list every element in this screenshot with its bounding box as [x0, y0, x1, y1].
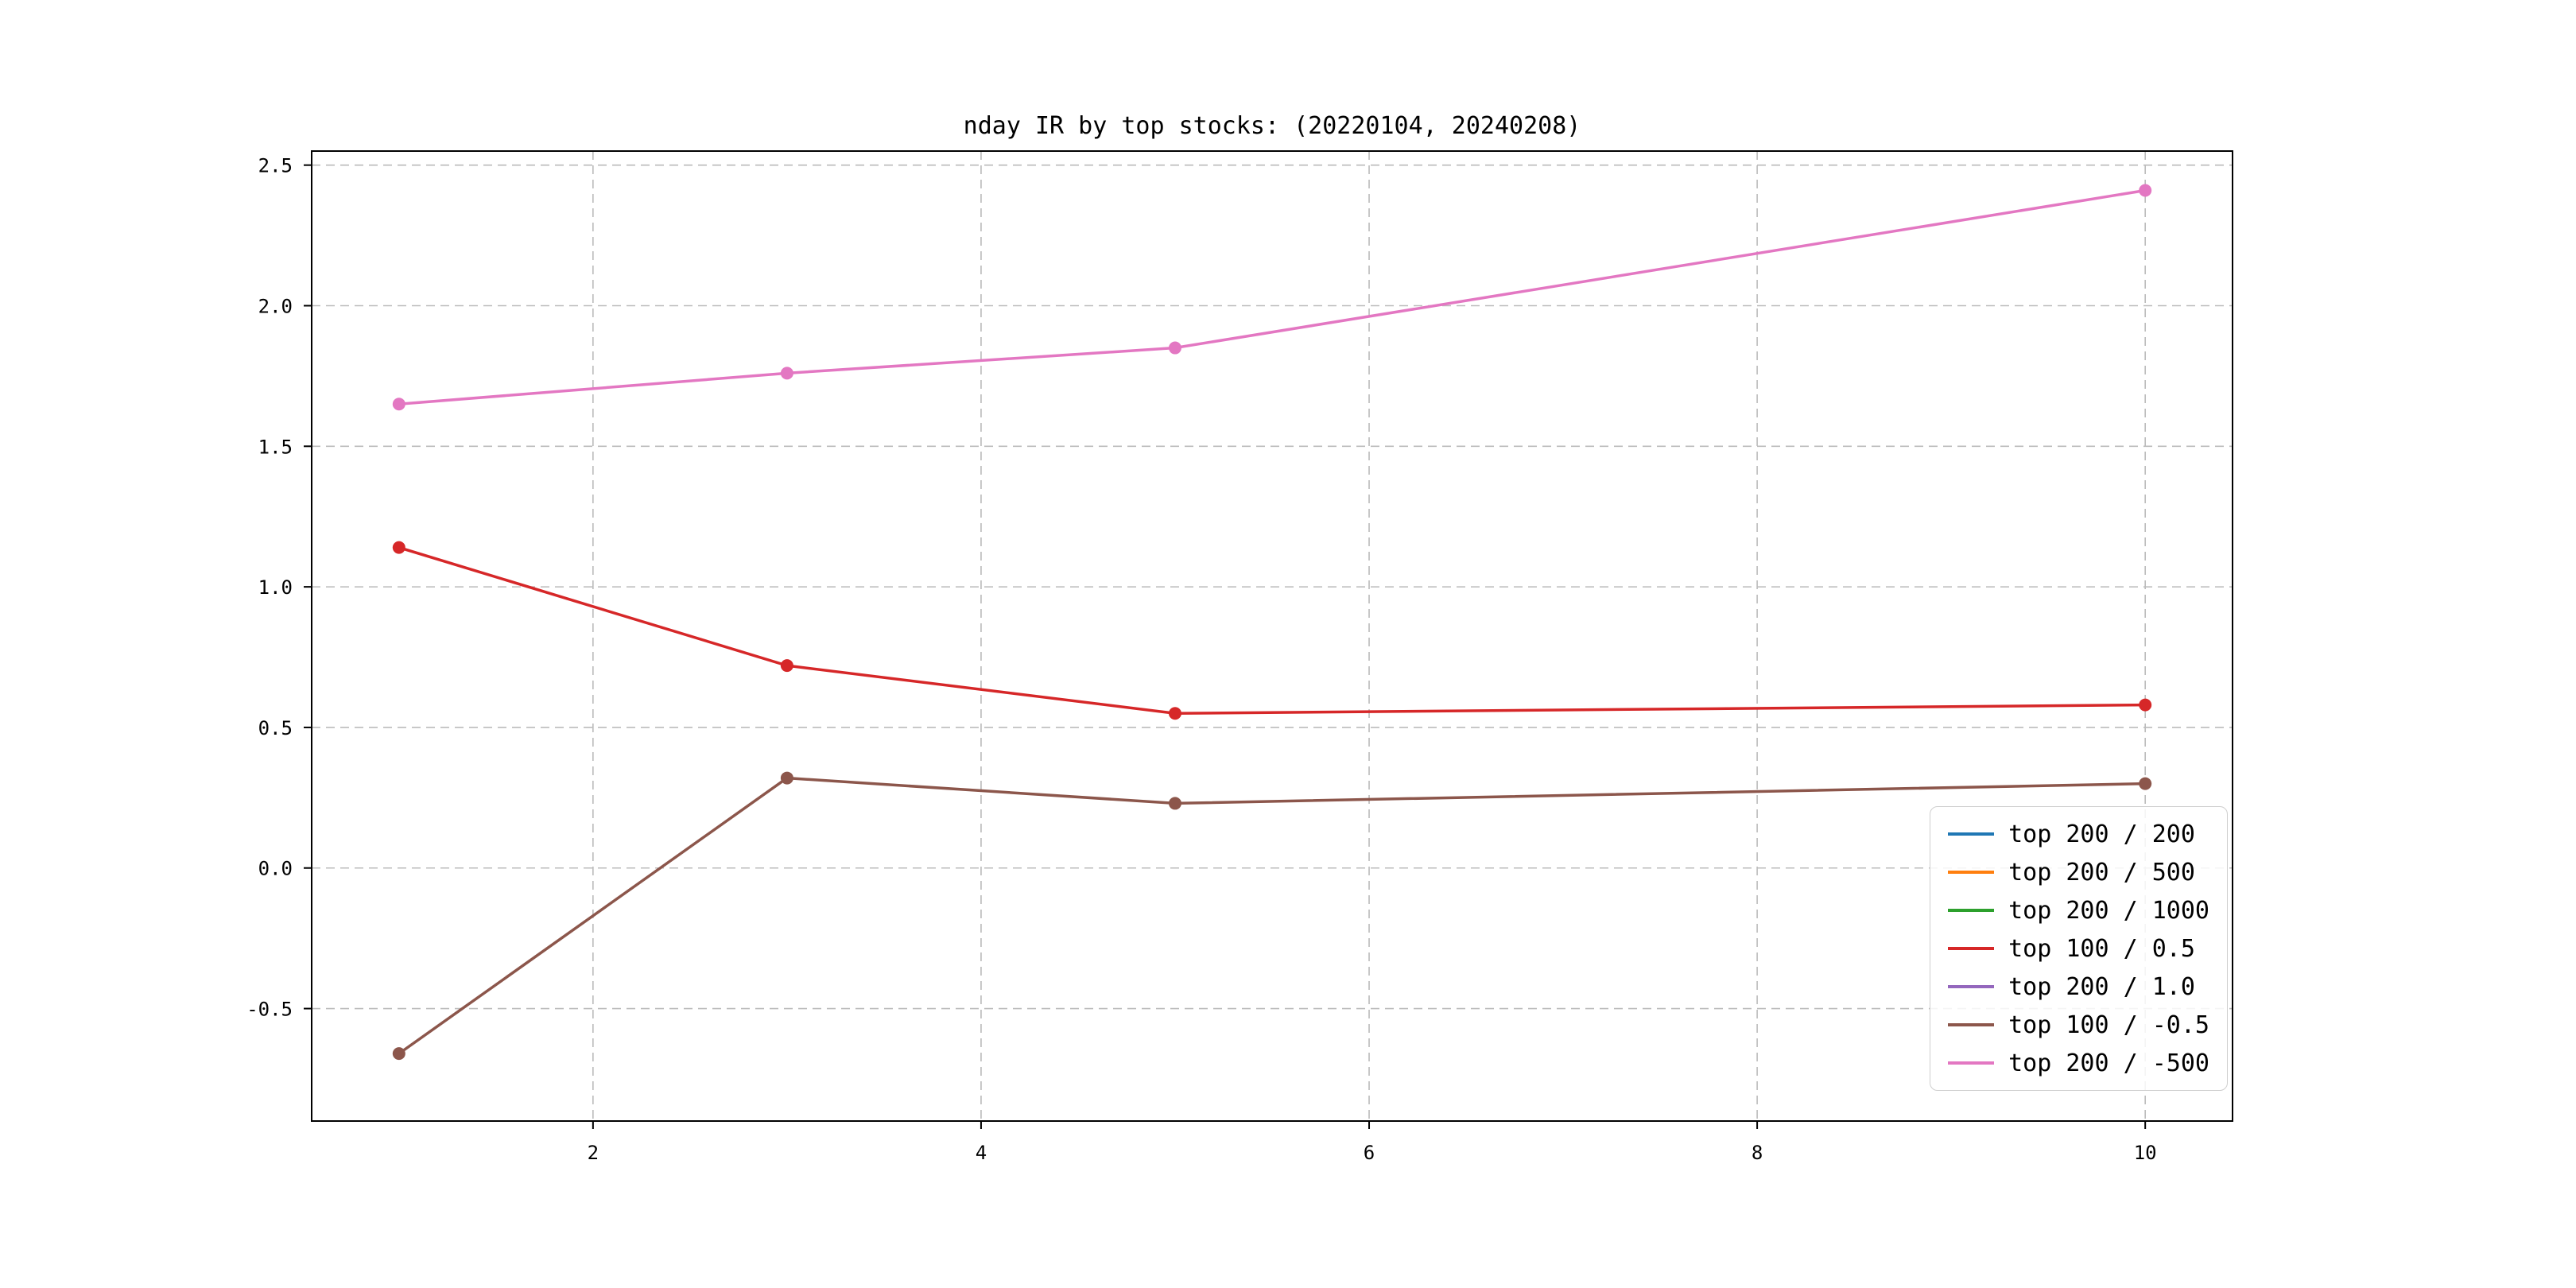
series-line — [398, 188, 2146, 406]
chart-title: nday IR by top stocks: (20220104, 202402… — [964, 112, 1581, 140]
legend-label: top 200 / 1000 — [2008, 896, 2209, 925]
legend-label: top 200 / 500 — [2008, 858, 2195, 886]
legend-item: top 100 / -0.5 — [1948, 1007, 2209, 1042]
data-point — [780, 659, 793, 673]
y-tick-label: 2.0 — [258, 295, 293, 317]
y-tick-label: -0.5 — [246, 999, 293, 1021]
data-point — [2139, 184, 2152, 197]
legend-item: top 200 / 200 — [1948, 817, 2209, 852]
data-point — [392, 1047, 405, 1061]
legend-item: top 200 / 1000 — [1948, 893, 2209, 928]
x-tick-label: 4 — [976, 1142, 987, 1164]
legend-swatch — [1948, 871, 1995, 874]
data-point — [780, 367, 793, 380]
y-tick-label: 1.0 — [258, 576, 293, 599]
series-line — [398, 776, 2146, 1055]
legend-item: top 200 / -500 — [1948, 1046, 2209, 1080]
x-tick-label: 10 — [2134, 1142, 2157, 1164]
data-point — [2139, 777, 2152, 790]
legend-swatch — [1948, 832, 1995, 836]
legend-label: top 200 / 200 — [2008, 820, 2195, 848]
legend-label: top 200 / -500 — [2008, 1049, 2209, 1077]
legend-swatch — [1948, 909, 1995, 912]
legend-label: top 100 / -0.5 — [2008, 1011, 2209, 1039]
gridlines — [312, 151, 2233, 1121]
legend-swatch — [1948, 947, 1995, 950]
series-lines — [392, 184, 2152, 1061]
data-point — [392, 398, 405, 411]
plot-border — [311, 150, 2233, 1122]
legend-label: top 100 / 0.5 — [2008, 934, 2195, 963]
y-tick-label: 2.5 — [258, 155, 293, 177]
series-line — [398, 545, 2146, 715]
y-tick-label: 0.0 — [258, 858, 293, 880]
legend-swatch — [1948, 1023, 1995, 1026]
legend-swatch — [1948, 985, 1995, 988]
data-point — [2139, 698, 2152, 712]
legend-item: top 100 / 0.5 — [1948, 931, 2209, 966]
y-tick-label: 1.5 — [258, 436, 293, 458]
y-tick-label: 0.5 — [258, 717, 293, 739]
axis-ticks: 2 4 6 8 10 -0.5 0.0 0.5 1.0 1.5 2.0 2.5 — [246, 155, 2156, 1164]
x-tick-label: 8 — [1752, 1142, 1763, 1164]
legend-item: top 200 / 500 — [1948, 855, 2209, 890]
data-point — [1168, 797, 1181, 810]
data-point — [780, 771, 793, 785]
data-point — [1168, 707, 1181, 720]
legend-label: top 200 / 1.0 — [2008, 972, 2195, 1001]
data-point — [392, 541, 405, 554]
legend-swatch — [1948, 1061, 1995, 1065]
x-tick-label: 2 — [588, 1142, 599, 1164]
data-point — [1168, 341, 1181, 355]
x-tick-label: 6 — [1364, 1142, 1375, 1164]
legend-item: top 200 / 1.0 — [1948, 969, 2209, 1004]
legend: top 200 / 200 top 200 / 500 top 200 / 1000… — [1930, 806, 2228, 1091]
